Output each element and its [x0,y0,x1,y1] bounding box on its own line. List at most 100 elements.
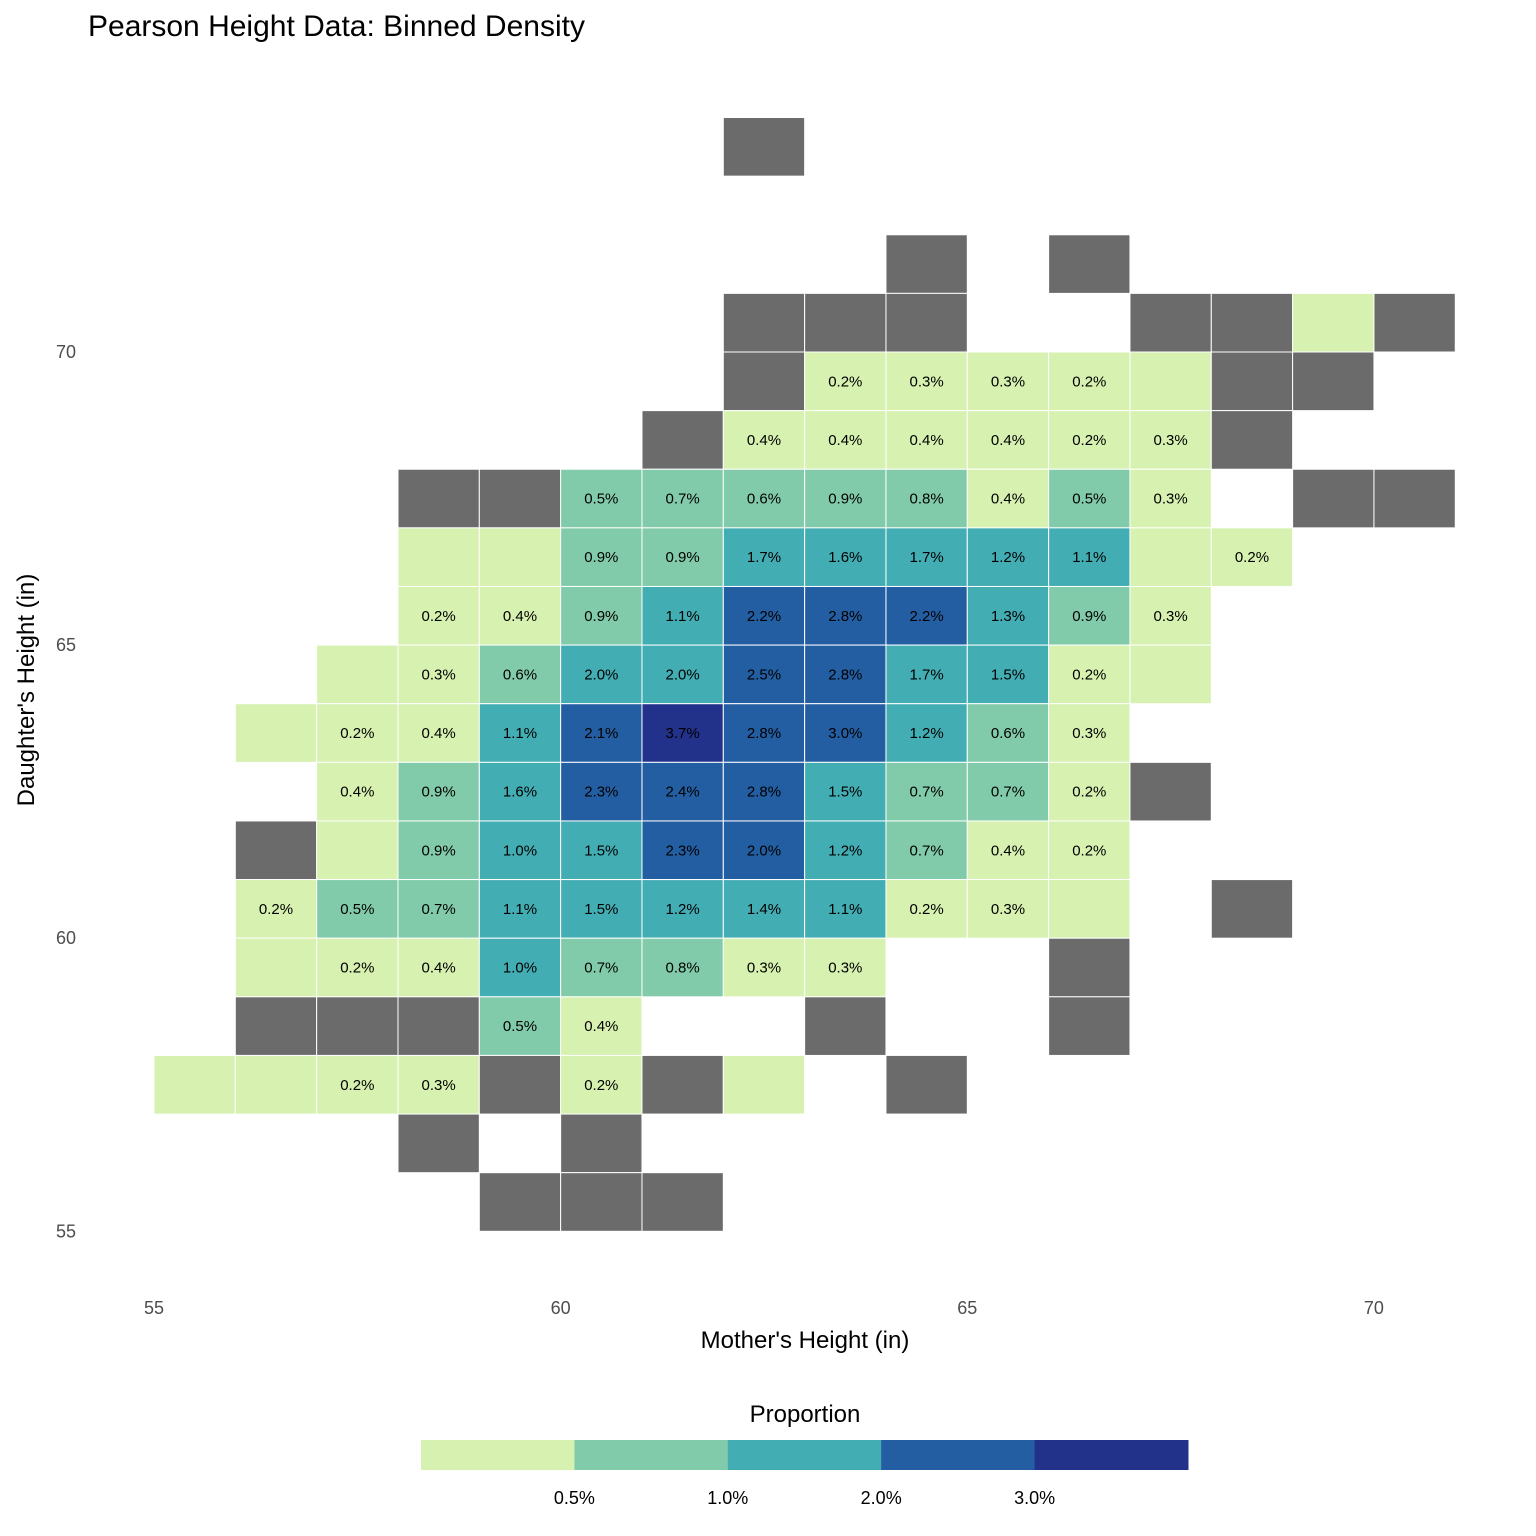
heatmap-cell [234,996,318,1056]
cell-value-label: 0.7% [991,784,1025,801]
cell-value-label: 0.5% [1072,491,1106,508]
heatmap-cell [804,527,887,587]
heatmap-cell [1129,351,1212,412]
heatmap-cell [641,1172,724,1232]
x-axis-label: Mother's Height (in) [701,1327,910,1354]
cell-value-label: 3.7% [666,725,700,742]
cell-value-label: 0.7% [666,491,700,508]
heatmap-cell [641,703,724,763]
cell-value-label: 0.9% [422,842,456,859]
cell-value-label: 0.4% [910,432,944,449]
heatmap-cell [966,644,1050,705]
cell-value-label: 0.3% [1154,491,1188,508]
heatmap-cell [397,937,480,998]
cell-value-label: 0.6% [991,725,1025,742]
heatmap-cell [722,879,806,939]
heatmap-cell [804,468,887,529]
heatmap-cell [804,761,887,822]
heatmap-cell [885,468,968,529]
cell-value-label: 1.0% [503,960,537,977]
heatmap-cell [804,292,887,353]
cell-value-label: 0.4% [422,725,456,742]
cell-value-label: 0.8% [666,960,700,977]
heatmap-cell [641,879,724,939]
heatmap-cell [560,585,643,646]
cell-value-label: 0.4% [991,842,1025,859]
cell-value-label: 0.9% [1072,608,1106,625]
heatmap-cell [234,820,318,881]
heatmap-cell [560,1113,643,1174]
cell-value-label: 0.2% [910,901,944,918]
legend-break-label: 1.0% [707,1488,748,1508]
cell-value-label: 0.2% [1072,373,1106,390]
cell-value-label: 0.9% [584,608,618,625]
heatmap-cell [1048,644,1131,705]
x-tick-label: 70 [1364,1298,1384,1318]
heatmap-cell [1373,468,1456,529]
cell-value-label: 1.2% [991,549,1025,566]
heatmap-cell [1048,879,1131,939]
heatmap-cell [1129,761,1212,822]
cell-value-label: 0.8% [910,491,944,508]
heatmap-cell [641,761,724,822]
heatmap-cell [397,468,480,529]
cell-value-label: 2.4% [666,784,700,801]
heatmap-cell [1129,585,1212,646]
heatmap-cell [234,703,318,763]
heatmap-cell [966,527,1050,587]
heatmap-cell [316,703,399,763]
heatmap-cell [1210,292,1294,353]
heatmap-cell [885,820,968,881]
cell-value-label: 1.5% [991,666,1025,683]
y-tick-label: 60 [56,928,76,948]
x-tick-label: 60 [551,1298,571,1318]
heatmap-cell [1373,292,1456,353]
cell-value-label: 1.6% [503,784,537,801]
heatmap-cell [641,527,724,587]
heatmap-cell [804,996,887,1056]
heatmap-cell [478,644,562,705]
cell-value-label: 1.7% [910,666,944,683]
cell-value-label: 1.0% [503,842,537,859]
cell-value-label: 0.4% [503,608,537,625]
cell-value-label: 0.4% [747,432,781,449]
cell-value-label: 2.5% [747,666,781,683]
legend-swatch [881,1440,1036,1470]
heatmap-cell [1129,292,1212,353]
heatmap-cell [1210,527,1294,587]
cell-value-label: 0.4% [340,784,374,801]
heatmap-cell [722,585,806,646]
cell-value-label: 0.5% [584,491,618,508]
cell-value-label: 0.2% [1072,432,1106,449]
heatmap-cell [234,937,318,998]
cell-value-label: 0.2% [584,1077,618,1094]
heatmap-cell [1129,410,1212,470]
heatmap-cell [1048,585,1131,646]
cell-value-label: 0.9% [828,491,862,508]
heatmap-cell [397,996,480,1056]
heatmap-cell [560,761,643,822]
cell-value-label: 1.1% [828,901,862,918]
heatmap-cell [966,879,1050,939]
chart-title: Pearson Height Data: Binned Density [88,10,585,43]
heatmap-cell [560,879,643,939]
heatmap-cell [234,1054,318,1115]
heatmap-cell [397,527,480,587]
heatmap-cell [478,1172,562,1232]
cell-value-label: 2.8% [828,608,862,625]
cell-value-label: 0.7% [584,960,618,977]
heatmap-cell [885,644,968,705]
heatmap-cell [478,761,562,822]
cell-value-label: 0.4% [991,491,1025,508]
cell-value-label: 2.8% [747,725,781,742]
heatmap-cell [478,937,562,998]
heatmap-cell [722,937,806,998]
cell-value-label: 2.2% [747,608,781,625]
heatmap-cell [1129,527,1212,587]
cell-value-label: 1.5% [828,784,862,801]
heatmap-cell [316,937,399,998]
heatmap-cell [641,468,724,529]
heatmap-cell [885,527,968,587]
heatmap-cell [966,468,1050,529]
heatmap-cell [560,644,643,705]
